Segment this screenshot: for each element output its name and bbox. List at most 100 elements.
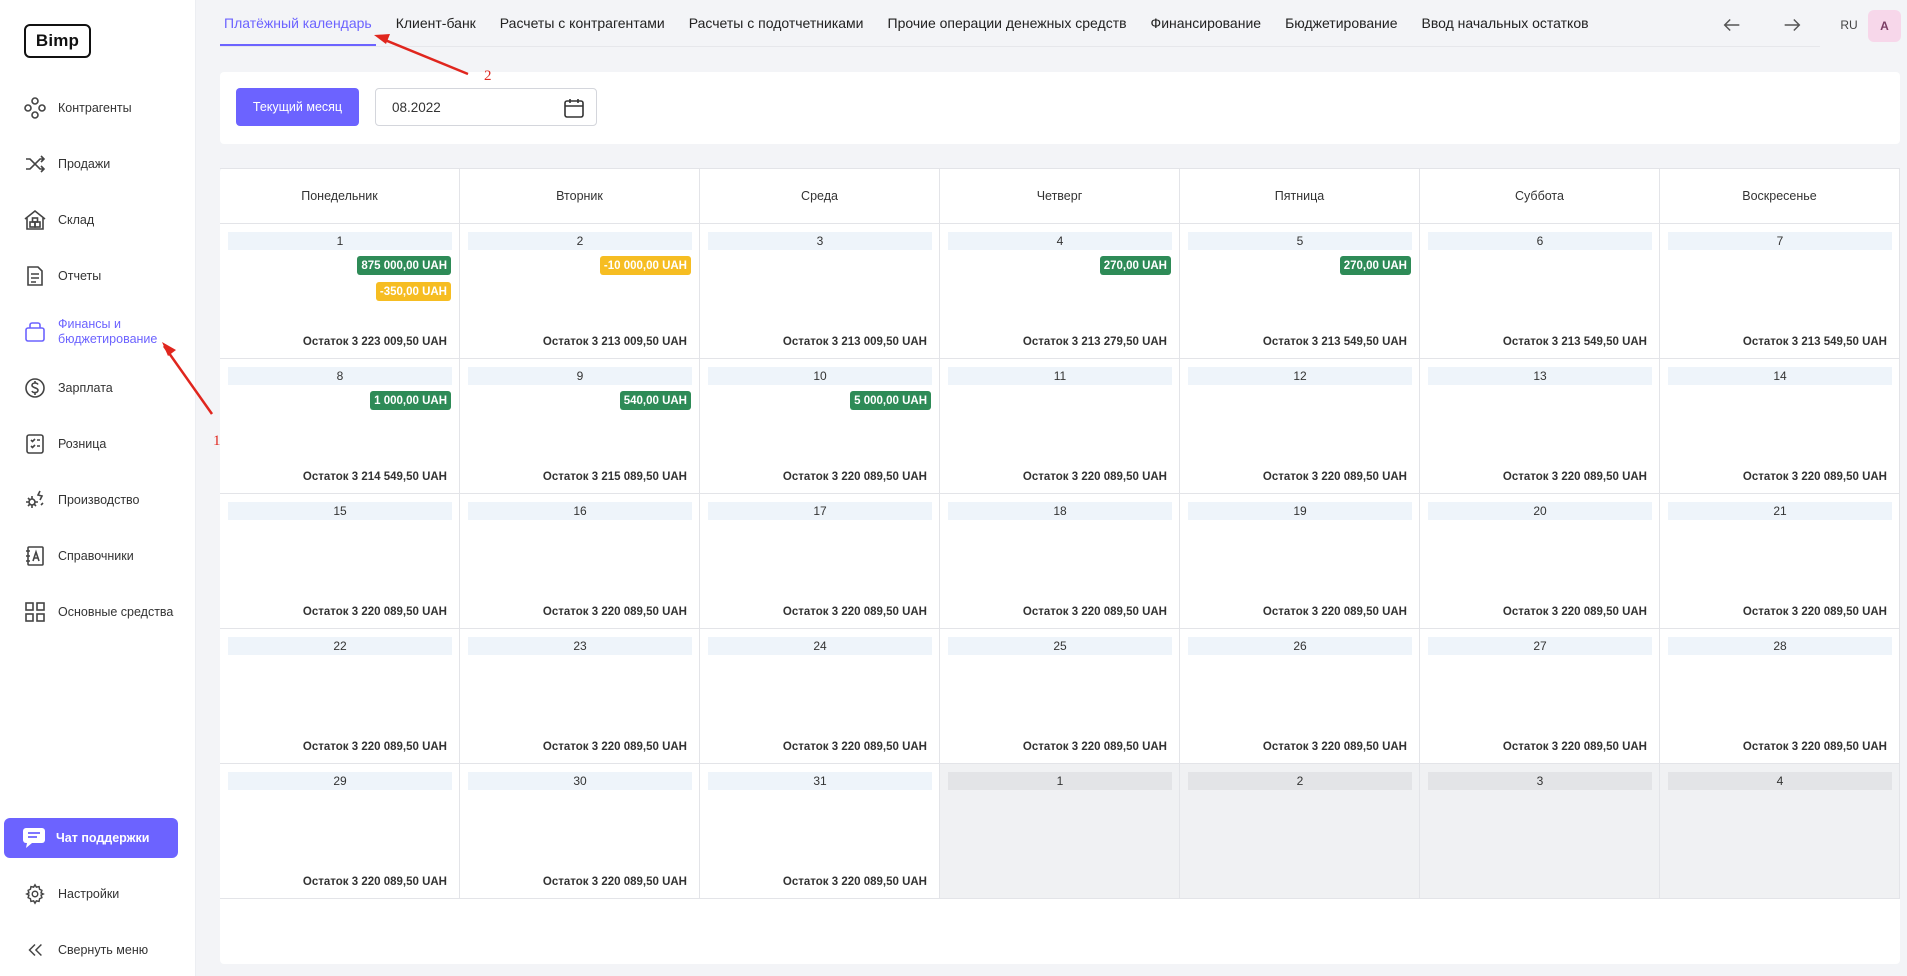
calendar-day[interactable]: 11 Остаток 3 220 089,50 UAH <box>940 359 1180 493</box>
calendar-day[interactable]: 13 Остаток 3 220 089,50 UAH <box>1420 359 1660 493</box>
day-balance: Остаток 3 220 089,50 UAH <box>1502 741 1647 753</box>
language-switcher[interactable]: RU <box>1840 18 1858 32</box>
calendar-day[interactable]: 16 Остаток 3 220 089,50 UAH <box>460 494 700 628</box>
back-button[interactable] <box>1717 10 1747 40</box>
sidebar-item-label: Контрагенты <box>58 100 132 115</box>
calendar-day[interactable]: 9 540,00 UAH Остаток 3 215 089,50 UAH <box>460 359 700 493</box>
tab-other-cash-operations[interactable]: Прочие операции денежных средств <box>887 15 1127 31</box>
sidebar-item-fixed-assets[interactable]: Основные средства <box>0 584 196 640</box>
tab-payment-calendar[interactable]: Платёжный календарь <box>220 0 376 46</box>
income-badge[interactable]: 270,00 UAH <box>1339 256 1411 275</box>
calendar-day[interactable]: 5 270,00 UAH Остаток 3 213 549,50 UAH <box>1180 224 1420 358</box>
month-picker-field[interactable]: 08.2022 <box>375 88 597 126</box>
day-number: 2 <box>1188 772 1412 790</box>
income-badge[interactable]: 875 000,00 UAH <box>357 256 451 275</box>
calendar-day[interactable]: 31 Остаток 3 220 089,50 UAH <box>700 764 940 898</box>
weekday-header: Понедельник <box>220 169 460 223</box>
income-badge[interactable]: 1 000,00 UAH <box>370 391 451 410</box>
day-number: 1 <box>228 232 452 250</box>
logo[interactable]: Bimp <box>24 24 91 58</box>
calendar-day[interactable]: 29 Остаток 3 220 089,50 UAH <box>220 764 460 898</box>
calendar-day[interactable]: 10 5 000,00 UAH Остаток 3 220 089,50 UAH <box>700 359 940 493</box>
calendar-day[interactable]: 15 Остаток 3 220 089,50 UAH <box>220 494 460 628</box>
day-number: 3 <box>1428 772 1652 790</box>
calendar-day[interactable]: 24 Остаток 3 220 089,50 UAH <box>700 629 940 763</box>
day-number: 12 <box>1188 367 1412 385</box>
expense-badge[interactable]: -350,00 UAH <box>375 282 451 301</box>
calendar-day[interactable]: 30 Остаток 3 220 089,50 UAH <box>460 764 700 898</box>
calendar-day[interactable]: 14 Остаток 3 220 089,50 UAH <box>1660 359 1900 493</box>
forward-button[interactable] <box>1777 10 1807 40</box>
calendar-icon[interactable] <box>562 96 586 120</box>
tab-financing[interactable]: Финансирование <box>1150 15 1262 31</box>
double-chevron-left-icon <box>22 937 48 963</box>
calendar-day[interactable]: 7 Остаток 3 213 549,50 UAH <box>1660 224 1900 358</box>
calendar-day[interactable]: 25 Остаток 3 220 089,50 UAH <box>940 629 1180 763</box>
calendar-day[interactable]: 12 Остаток 3 220 089,50 UAH <box>1180 359 1420 493</box>
sidebar-item-dictionaries[interactable]: Справочники <box>0 528 196 584</box>
day-balance: Остаток 3 213 549,50 UAH <box>1742 336 1887 348</box>
day-balance: Остаток 3 220 089,50 UAH <box>782 741 927 753</box>
calendar-day[interactable]: 2 -10 000,00 UAH Остаток 3 213 009,50 UAH <box>460 224 700 358</box>
calendar-day[interactable]: 28 Остаток 3 220 089,50 UAH <box>1660 629 1900 763</box>
day-number: 17 <box>708 502 932 520</box>
current-month-button[interactable]: Текущий месяц <box>236 88 359 126</box>
calendar-day[interactable]: 22 Остаток 3 220 089,50 UAH <box>220 629 460 763</box>
sidebar-item-retail[interactable]: Розница <box>0 416 196 472</box>
calendar-day[interactable]: 27 Остаток 3 220 089,50 UAH <box>1420 629 1660 763</box>
calendar-day-outside-month: 2 <box>1180 764 1420 898</box>
day-balance: Остаток 3 220 089,50 UAH <box>1742 471 1887 483</box>
sidebar-item-finance[interactable]: Финансы и бюджетирование <box>0 304 196 360</box>
day-balance: Остаток 3 214 549,50 UAH <box>302 471 447 483</box>
expense-badge[interactable]: -10 000,00 UAH <box>599 256 691 275</box>
calendar-day-outside-month: 1 <box>940 764 1180 898</box>
calendar-day[interactable]: 26 Остаток 3 220 089,50 UAH <box>1180 629 1420 763</box>
avatar[interactable]: A <box>1868 10 1901 42</box>
sidebar-item-label: Справочники <box>58 548 134 563</box>
calendar-day[interactable]: 6 Остаток 3 213 549,50 UAH <box>1420 224 1660 358</box>
tab-counterparty-settlements[interactable]: Расчеты с контрагентами <box>499 15 665 31</box>
checklist-icon <box>22 431 48 457</box>
calendar-day[interactable]: 17 Остаток 3 220 089,50 UAH <box>700 494 940 628</box>
tab-accountable-settlements[interactable]: Расчеты с подотчетниками <box>688 15 864 31</box>
sidebar-item-counterparties[interactable]: Контрагенты <box>0 80 196 136</box>
sidebar-item-reports[interactable]: Отчеты <box>0 248 196 304</box>
sidebar-item-salary[interactable]: Зарплата <box>0 360 196 416</box>
calendar-day[interactable]: 23 Остаток 3 220 089,50 UAH <box>460 629 700 763</box>
day-balance: Остаток 3 220 089,50 UAH <box>302 876 447 888</box>
tab-client-bank[interactable]: Клиент-банк <box>395 15 476 31</box>
sidebar-item-warehouse[interactable]: Склад <box>0 192 196 248</box>
tab-budgeting[interactable]: Бюджетирование <box>1285 15 1398 31</box>
income-badge[interactable]: 540,00 UAH <box>619 391 691 410</box>
calendar-day[interactable]: 18 Остаток 3 220 089,50 UAH <box>940 494 1180 628</box>
gear-icon <box>22 881 48 907</box>
calendar-day[interactable]: 8 1 000,00 UAH Остаток 3 214 549,50 UAH <box>220 359 460 493</box>
calendar-day[interactable]: 19 Остаток 3 220 089,50 UAH <box>1180 494 1420 628</box>
calendar-day[interactable]: 21 Остаток 3 220 089,50 UAH <box>1660 494 1900 628</box>
tab-opening-balances[interactable]: Ввод начальных остатков <box>1421 15 1589 31</box>
collapse-menu-button[interactable]: Свернуть меню <box>0 930 196 970</box>
weekday-header: Среда <box>700 169 940 223</box>
day-balance: Остаток 3 220 089,50 UAH <box>1502 606 1647 618</box>
settings-button[interactable]: Настройки <box>0 874 196 914</box>
day-number: 23 <box>468 637 692 655</box>
calendar-day[interactable]: 3 Остаток 3 213 009,50 UAH <box>700 224 940 358</box>
sidebar-item-label: Продажи <box>58 156 111 171</box>
calendar-day[interactable]: 1 875 000,00 UAH -350,00 UAH Остаток 3 223 … <box>220 224 460 358</box>
sidebar-item-label: Розница <box>58 436 107 451</box>
calendar-day[interactable]: 4 270,00 UAH Остаток 3 213 279,50 UAH <box>940 224 1180 358</box>
sidebar-item-sales[interactable]: Продажи <box>0 136 196 192</box>
sidebar-item-label: Склад <box>58 212 95 227</box>
income-badge[interactable]: 5 000,00 UAH <box>850 391 931 410</box>
day-number: 27 <box>1428 637 1652 655</box>
sidebar-item-production[interactable]: Производство <box>0 472 196 528</box>
day-balance: Остаток 3 213 009,50 UAH <box>542 336 687 348</box>
day-number: 21 <box>1668 502 1892 520</box>
support-chat-button[interactable]: Чат поддержки <box>4 818 178 858</box>
day-balance: Остаток 3 220 089,50 UAH <box>1262 741 1407 753</box>
day-balance: Остаток 3 220 089,50 UAH <box>542 876 687 888</box>
calendar-day[interactable]: 20 Остаток 3 220 089,50 UAH <box>1420 494 1660 628</box>
sidebar-item-label: Отчеты <box>58 268 102 283</box>
day-number: 29 <box>228 772 452 790</box>
income-badge[interactable]: 270,00 UAH <box>1099 256 1171 275</box>
